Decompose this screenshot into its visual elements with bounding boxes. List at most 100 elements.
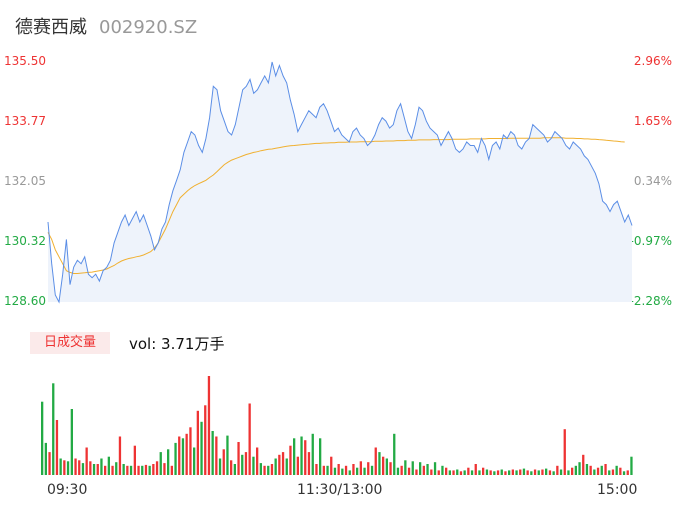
volume-bar	[396, 467, 400, 475]
volume-bar	[274, 458, 277, 475]
volume-bar	[174, 442, 177, 475]
volume-bar	[129, 465, 133, 475]
volume-bar	[533, 469, 537, 475]
volume-bar	[289, 445, 292, 475]
volume-bar	[226, 435, 229, 475]
volume-bar	[44, 442, 47, 475]
volume-bar	[404, 460, 407, 475]
volume-bar	[204, 405, 207, 475]
avg-price-line	[47, 137, 625, 274]
volume-bar	[167, 449, 170, 475]
volume-bars	[41, 376, 633, 475]
volume-bar	[426, 464, 429, 475]
volume-bar	[619, 467, 622, 475]
volume-bar	[256, 447, 259, 475]
volume-bar	[596, 467, 600, 475]
volume-bar	[78, 460, 81, 475]
price-line	[47, 61, 633, 304]
volume-bar	[385, 458, 388, 475]
volume-bar	[133, 445, 136, 475]
volume-bar	[189, 427, 192, 475]
volume-bar	[530, 471, 533, 475]
volume-bar	[244, 452, 248, 475]
volume-bar	[611, 469, 615, 475]
volume-bar	[196, 410, 199, 475]
volume-bar	[248, 403, 251, 475]
pct-tick-label: 1.65%	[633, 114, 672, 128]
volume-bar	[604, 464, 607, 475]
volume-bar	[400, 465, 403, 475]
volume-bar	[48, 452, 51, 475]
volume-bar	[496, 470, 500, 475]
volume-bar	[59, 458, 62, 475]
volume-bar	[41, 401, 44, 475]
volume-bar	[141, 465, 144, 475]
volume-bar	[122, 464, 125, 475]
volume-bar	[411, 461, 414, 475]
volume-bar	[70, 409, 73, 475]
volume-bar	[370, 465, 374, 475]
volume-bar	[330, 456, 333, 475]
volume-bar	[415, 469, 418, 475]
volume-bar	[559, 469, 563, 475]
volume-bar	[433, 462, 437, 475]
volume-bar	[526, 470, 529, 475]
volume-bar	[218, 458, 222, 475]
volume-bar	[278, 454, 281, 475]
volume-bar	[296, 456, 299, 475]
volume-bar	[585, 464, 589, 475]
volume-bar	[104, 465, 107, 475]
volume-bar	[548, 470, 552, 475]
volume-bar	[92, 464, 96, 475]
volume-bar	[81, 463, 85, 475]
volume-bar	[55, 420, 59, 475]
volume-bar	[100, 458, 103, 475]
volume-bar	[389, 462, 392, 475]
volume-bar	[307, 452, 311, 475]
volume-bar	[470, 470, 474, 475]
volume-bar	[270, 464, 274, 475]
volume-bar	[571, 467, 574, 475]
price-tick-label: 133.77	[4, 114, 46, 128]
volume-bar	[322, 465, 325, 475]
volume-bar	[615, 465, 618, 475]
daily-volume-tab[interactable]: 日成交量	[30, 332, 110, 354]
volume-bar	[493, 471, 496, 475]
volume-bar	[152, 464, 155, 475]
volume-bar	[281, 452, 285, 475]
x-tick-label: 15:00	[597, 482, 638, 498]
volume-bar	[519, 469, 522, 475]
volume-bar	[315, 464, 318, 475]
volume-bar	[326, 465, 329, 475]
volume-bar	[233, 464, 236, 475]
volume-bar	[137, 465, 140, 475]
volume-bar	[407, 467, 411, 475]
volume-bar	[207, 376, 211, 475]
pct-tick-label: -2.28%	[629, 294, 672, 308]
volume-bar	[537, 470, 540, 475]
volume-bar	[85, 447, 88, 475]
price-tick-label: 130.32	[4, 234, 46, 248]
pct-tick-label: 0.34%	[633, 174, 672, 188]
volume-bar	[252, 456, 255, 475]
volume-bar	[74, 458, 77, 475]
volume-bar	[341, 468, 344, 475]
x-tick-label: 09:30	[47, 482, 88, 498]
volume-bar	[445, 467, 448, 475]
volume-bar	[437, 470, 440, 475]
volume-bar	[304, 440, 307, 475]
volume-bar	[393, 433, 396, 475]
volume-bar	[319, 438, 322, 475]
volume-bar	[452, 470, 455, 475]
volume-bar	[337, 464, 340, 475]
volume-bar	[448, 470, 451, 475]
volume-bar	[178, 436, 181, 475]
volume-bar	[66, 461, 70, 475]
price-area	[48, 62, 632, 302]
stock-name: 德赛西威	[15, 17, 87, 38]
volume-bar	[148, 465, 151, 475]
volume-bar	[467, 467, 470, 475]
volume-bar	[118, 436, 122, 475]
volume-bar	[115, 462, 118, 475]
volume-bar	[474, 464, 477, 475]
